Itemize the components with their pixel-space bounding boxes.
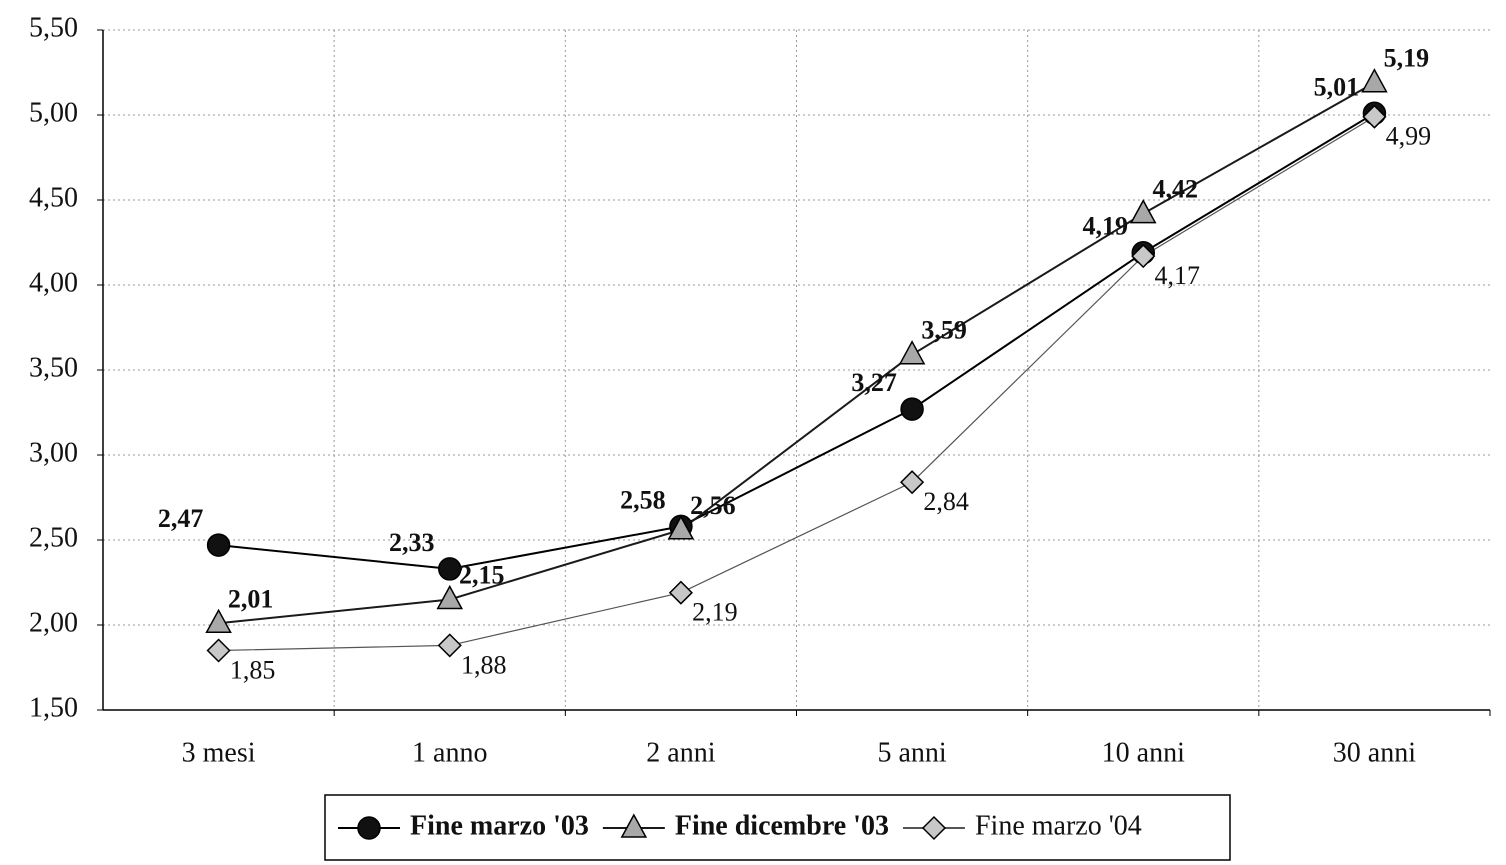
- data-label: 2,58: [620, 485, 666, 514]
- data-label: 3,59: [921, 316, 967, 345]
- x-tick-label: 5 anni: [877, 737, 946, 768]
- x-tick-label: 2 anni: [646, 737, 715, 768]
- marker: [1129, 199, 1157, 224]
- legend-label: Fine marzo '03: [410, 810, 589, 841]
- marker: [921, 815, 947, 841]
- y-tick-label: 3,00: [29, 437, 78, 468]
- marker: [206, 533, 231, 557]
- data-label: 1,88: [461, 650, 507, 679]
- marker: [437, 633, 462, 658]
- data-label: 1,85: [230, 655, 276, 684]
- legend-label: Fine marzo '04: [975, 810, 1142, 841]
- legend-box: [324, 794, 1231, 861]
- marker: [900, 470, 925, 495]
- marker: [205, 608, 232, 634]
- marker: [438, 557, 462, 581]
- marker: [667, 515, 695, 540]
- marker: [206, 638, 231, 663]
- data-label: 2,47: [158, 504, 204, 533]
- marker: [357, 816, 381, 840]
- data-label: 3,27: [851, 368, 897, 397]
- marker: [900, 397, 924, 421]
- series-line: [218, 112, 1375, 570]
- data-label: 2,15: [459, 560, 505, 589]
- x-tick-label: 10 anni: [1102, 737, 1185, 768]
- y-tick-label: 4,00: [29, 267, 78, 298]
- data-label: 2,01: [228, 584, 274, 613]
- data-label: 5,01: [1314, 72, 1360, 101]
- marker: [1362, 104, 1387, 129]
- y-tick-label: 1,50: [29, 692, 78, 723]
- x-tick-label: 30 anni: [1333, 737, 1416, 768]
- series-line: [218, 81, 1375, 625]
- data-label: 2,19: [692, 598, 738, 627]
- x-tick-label: 3 mesi: [182, 737, 256, 768]
- data-label: 5,19: [1384, 44, 1430, 73]
- data-label: 2,84: [923, 487, 969, 516]
- marker: [898, 340, 926, 365]
- marker: [1361, 68, 1388, 93]
- y-tick-label: 3,50: [29, 352, 78, 383]
- data-label: 4,17: [1155, 261, 1201, 290]
- series-line: [218, 116, 1375, 652]
- marker: [436, 584, 464, 610]
- y-tick-label: 4,50: [29, 182, 78, 213]
- y-tick-label: 2,50: [29, 522, 78, 553]
- marker: [620, 813, 648, 838]
- data-label: 4,99: [1386, 122, 1432, 151]
- data-label: 4,19: [1083, 212, 1129, 241]
- y-tick-label: 5,50: [29, 12, 78, 43]
- data-label: 2,56: [690, 491, 736, 520]
- y-tick-label: 5,00: [29, 97, 78, 128]
- data-label: 4,42: [1153, 175, 1199, 204]
- marker: [668, 580, 693, 605]
- legend-label: Fine dicembre '03: [675, 810, 889, 841]
- y-tick-label: 2,00: [29, 607, 78, 638]
- x-tick-label: 1 anno: [412, 737, 487, 768]
- data-label: 2,33: [389, 528, 435, 557]
- legend: Fine marzo '03 Fine dicembre '03 Fine marz…: [324, 794, 1231, 861]
- marker: [1131, 244, 1156, 269]
